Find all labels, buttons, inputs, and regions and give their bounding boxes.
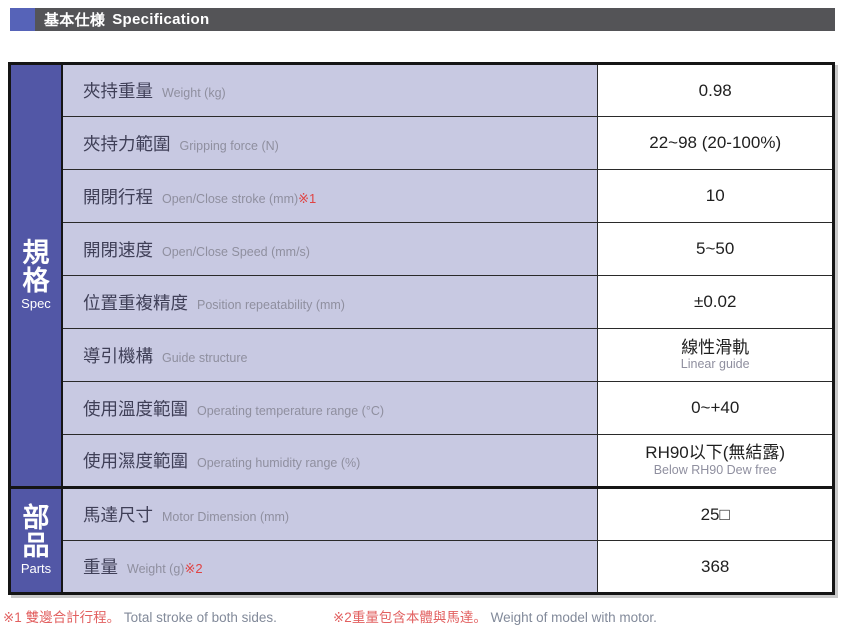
- footnote-1-en-text: Total stroke of both sides.: [123, 610, 277, 625]
- spec-value: 線性滑軌: [681, 337, 750, 357]
- spec-label-en: Motor Dimension (mm): [162, 510, 290, 524]
- spec-table-body: 規格 Spec 夾持重量 Weight (kg) 0.98 夾持力範圍 Gripping f…: [9, 63, 834, 594]
- table-row: 開閉速度 Open/Close Speed (mm/s) 5~50: [10, 222, 834, 276]
- spec-value-cell: 5~50: [597, 222, 834, 276]
- spec-label-cell: 位置重複精度 Position repeatability (mm): [62, 275, 599, 329]
- spec-label-zh: 重量: [83, 557, 118, 577]
- specification-table: 規格 Spec 夾持重量 Weight (kg) 0.98 夾持力範圍 Gripping f…: [8, 62, 835, 595]
- spec-value-sub: Linear guide: [680, 357, 750, 372]
- spec-label-zh: 開閉速度: [83, 239, 153, 260]
- table-row: 部品 Parts 馬達尺寸 Motor Dimension (mm) 25□: [9, 486, 834, 594]
- table-row: 使用溫度範圍 Operating temperature range (°C) 0~…: [10, 381, 834, 435]
- spec-label-en: Guide structure: [162, 350, 248, 365]
- spec-label-en: Weight (g): [127, 562, 185, 576]
- spec-label-zh: 使用濕度範圍: [83, 451, 188, 471]
- spec-label-cell: 夾持重量 Weight (kg): [62, 63, 599, 117]
- section-title-en: Parts: [20, 561, 52, 577]
- spec-value: 10: [705, 186, 725, 206]
- table-row: 導引機構 Guide structure 線性滑軌 Linear guide: [10, 328, 834, 382]
- spec-label-cell: 開閉速度 Open/Close Speed (mm/s): [62, 222, 599, 276]
- section-title-zh: 規格: [22, 237, 50, 296]
- section-title-bar: 基本仕様 Specification: [10, 8, 835, 31]
- spec-label-zh: 夾持重量: [83, 81, 153, 101]
- section-title-en: Spec: [21, 296, 51, 312]
- spec-label-cell: 使用濕度範圍 Operating humidity range (%): [62, 434, 599, 488]
- spec-label-cell: 開閉行程 Open/Close stroke (mm)※1: [62, 169, 599, 223]
- spec-value: 22~98 (20-100%): [649, 133, 782, 153]
- table-row: 位置重複精度 Position repeatability (mm) ±0.02: [10, 275, 834, 329]
- spec-value: ±0.02: [693, 292, 737, 312]
- spec-value: RH90以下(無結露): [645, 443, 786, 463]
- spec-value-cell: 25□: [597, 486, 834, 541]
- spec-value-sub: Below RH90 Dew free: [653, 462, 777, 477]
- spec-label-zh: 導引機構: [83, 345, 153, 366]
- spec-label-zh: 使用溫度範圍: [83, 398, 188, 419]
- footnote-2-ref-text: ※2重量包含本體與馬達。: [333, 610, 487, 625]
- spec-value-cell: 線性滑軌 Linear guide: [597, 328, 834, 382]
- spec-label-cell: 重量 Weight (g)※2: [62, 540, 599, 594]
- footnote-reference: ※2: [184, 561, 203, 576]
- spec-value-cell: RH90以下(無結露) Below RH90 Dew free: [597, 434, 834, 488]
- spec-label-en: Open/Close Speed (mm/s): [162, 244, 310, 259]
- spec-label-zh: 夾持力範圍: [83, 133, 171, 154]
- spec-label-en: Position repeatability (mm): [197, 297, 345, 312]
- section-header-spec: 規格 Spec: [9, 63, 63, 488]
- footnote-2: ※2重量包含本體與馬達。 Weight of model with motor.: [333, 606, 657, 626]
- section-title-zh: 部品: [22, 502, 50, 561]
- spec-value: 0~+40: [691, 398, 740, 418]
- table-row: 使用濕度範圍 Operating humidity range (%) RH90以下…: [10, 434, 834, 488]
- spec-label-cell: 使用溫度範圍 Operating temperature range (°C): [62, 381, 599, 435]
- spec-label-en: Open/Close stroke (mm): [162, 191, 299, 206]
- page-title-zh: 基本仕様: [44, 12, 106, 29]
- spec-label-en: Operating temperature range (°C): [197, 403, 385, 418]
- spec-value: 368: [701, 556, 730, 576]
- spec-label-zh: 位置重複精度: [83, 292, 188, 313]
- spec-value: 5~50: [696, 239, 735, 259]
- table-row: 夾持力範圍 Gripping force (N) 22~98 (20-100%): [10, 116, 834, 170]
- spec-label-en: Operating humidity range (%): [197, 456, 361, 470]
- spec-value-cell: 22~98 (20-100%): [597, 116, 834, 170]
- spec-value-cell: 0.98: [597, 63, 834, 117]
- footnote-1-ref-text: ※1 雙邊合計行程。: [3, 610, 121, 625]
- spec-label-cell: 馬達尺寸 Motor Dimension (mm): [62, 486, 599, 541]
- spec-value-cell: 0~+40: [597, 381, 834, 435]
- spec-value: 25□: [700, 504, 730, 524]
- spec-label-cell: 夾持力範圍 Gripping force (N): [62, 116, 599, 170]
- title-strip: 基本仕様 Specification: [35, 8, 835, 31]
- spec-label-en: Weight (kg): [162, 86, 226, 100]
- spec-value-cell: 10: [597, 169, 834, 223]
- footnotes: ※1 雙邊合計行程。 Total stroke of both sides. ※…: [0, 606, 849, 628]
- footnote-2-en-text: Weight of model with motor.: [490, 610, 657, 625]
- spec-label-zh: 開閉行程: [83, 186, 153, 207]
- footnote-1: ※1 雙邊合計行程。 Total stroke of both sides.: [3, 606, 277, 626]
- table-row: 重量 Weight (g)※2 368: [10, 540, 834, 594]
- spec-label-en: Gripping force (N): [179, 138, 279, 153]
- section-header-parts: 部品 Parts: [9, 486, 63, 594]
- spec-value-cell: 368: [597, 540, 834, 594]
- spec-label-cell: 導引機構 Guide structure: [62, 328, 599, 382]
- page-title-en: Specification: [112, 11, 210, 28]
- table-row: 開閉行程 Open/Close stroke (mm)※1 10: [10, 169, 834, 223]
- footnote-reference: ※1: [298, 190, 317, 206]
- table-row: 規格 Spec 夾持重量 Weight (kg) 0.98: [9, 63, 834, 488]
- title-accent-square: [10, 8, 35, 31]
- spec-value: 0.98: [698, 80, 732, 100]
- spec-label-zh: 馬達尺寸: [83, 505, 153, 525]
- spec-value-cell: ±0.02: [597, 275, 834, 329]
